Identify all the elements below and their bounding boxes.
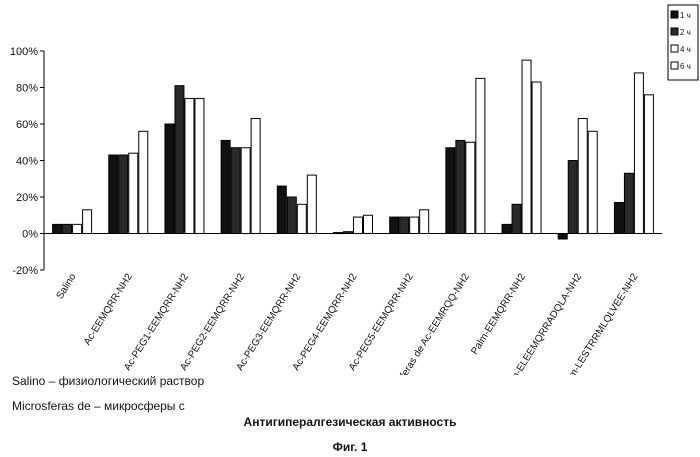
legend-label: 1 ч [680,11,691,20]
bar [175,86,184,234]
bar [400,217,409,233]
bar [354,217,363,233]
bar [221,140,230,233]
legend-label: 2 ч [680,28,691,37]
bar [53,224,62,233]
category-label: Ac-PEG3-EEMQRR-NH2 [235,271,304,372]
category-label: Salino [55,271,79,301]
category-label: Ac-EEMQRR-NH2 [82,271,135,347]
bar [63,224,72,233]
note-microsferas: Microsferas de – микросферы с [12,399,185,413]
bar [410,217,419,233]
legend-swatch [671,28,678,35]
x-axis-labels: SalinoAc-EEMQRR-NH2Ac-PEG1-EEMQRR-NH2Ac-… [55,271,641,375]
y-tick-label: 40% [16,156,38,168]
bar [588,131,597,233]
bar-series-group [53,60,654,239]
bar [558,234,567,239]
bar [512,204,521,233]
bar [109,155,118,233]
bar-chart: -20% 0% 20% 40% 60% 80% 100% SalinoAc-EEMQRR-N… [0,0,700,375]
bar [307,175,316,233]
bar [277,186,286,233]
bar [502,224,511,233]
legend-swatch [671,62,678,69]
y-tick-label: -20% [12,265,38,277]
bar [634,73,643,234]
bar [185,98,194,233]
bar [476,78,485,233]
bar [420,210,429,234]
bar [83,210,92,234]
legend-label: 4 ч [680,45,691,54]
bar [129,153,138,233]
bar [297,204,306,233]
bar [456,140,465,233]
legend-label: 6 ч [680,62,691,71]
bar [568,161,577,234]
bar [390,217,399,233]
bar [522,60,531,233]
bar [466,142,475,233]
category-label: Ac-PEG5-EEMQRR-NH2 [347,271,416,372]
legend: 1 ч 2 ч 4 ч 6 ч [668,5,698,80]
y-axis: -20% 0% 20% 40% 60% 80% 100% [10,46,662,277]
bar [614,202,623,233]
bar [344,232,353,234]
bar [446,148,455,234]
bar [165,124,174,234]
bar [364,215,373,233]
category-label: Palm-EEMQRR-NH2 [469,271,528,356]
bar [73,224,82,233]
bar [139,131,148,233]
y-tick-label: 100% [10,46,38,58]
bar [195,98,204,233]
y-tick-label: 0% [22,229,38,241]
y-tick-label: 80% [16,83,38,95]
bar [334,233,343,234]
legend-swatch [671,11,678,18]
bar [532,82,541,233]
y-tick-label: 60% [16,119,38,131]
bar [251,119,260,234]
bar [231,148,240,234]
y-tick-label: 20% [16,192,38,204]
note-salino: Salino – физиологический раствор [12,374,204,388]
chart-caption: Антигипералгезическая активность [0,415,700,429]
category-label: Ac-PEG1-EEMQRR-NH2 [122,271,191,372]
category-label: Ac-PEG4-EEMQRR-NH2 [291,271,360,372]
legend-swatch [671,45,678,52]
bar [578,119,587,234]
bar [624,173,633,233]
bar [119,155,128,233]
bar [241,148,250,234]
bar [644,95,653,234]
figure-label: Фиг. 1 [0,440,700,454]
bar [287,197,296,234]
category-label: Ac-PEG2-EEMQRR-NH2 [178,271,247,372]
